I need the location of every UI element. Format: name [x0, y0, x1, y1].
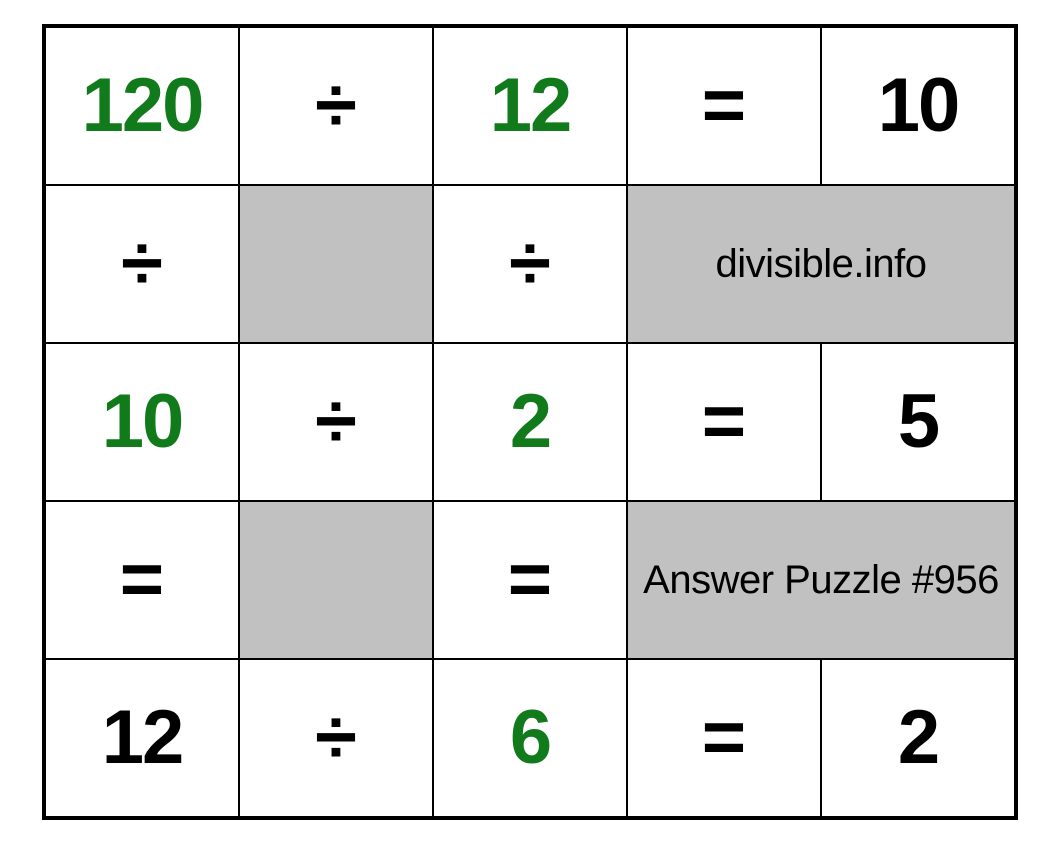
cell-r1c3: 12: [433, 27, 627, 185]
cell-r5c4-equals: =: [627, 659, 821, 817]
cell-r1c1: 120: [45, 27, 239, 185]
puzzle-grid: 120 ÷ 12 = 10 ÷ ÷ divisible.info 10 ÷ 2 …: [42, 24, 1018, 820]
cell-r2c3-divide: ÷: [433, 185, 627, 343]
cell-r5c3: 6: [433, 659, 627, 817]
cell-r5c2-divide: ÷: [239, 659, 433, 817]
cell-r2c1-divide: ÷: [45, 185, 239, 343]
cell-r4c3-equals: =: [433, 501, 627, 659]
cell-r1c4-equals: =: [627, 27, 821, 185]
cell-r2-site-label: divisible.info: [627, 185, 1015, 343]
cell-r1c5: 10: [821, 27, 1015, 185]
cell-r3c3: 2: [433, 343, 627, 501]
cell-r2c2-blank: [239, 185, 433, 343]
cell-r4c2-blank: [239, 501, 433, 659]
cell-r5c1: 12: [45, 659, 239, 817]
cell-r1c2-divide: ÷: [239, 27, 433, 185]
cell-r3c5: 5: [821, 343, 1015, 501]
cell-r5c5: 2: [821, 659, 1015, 817]
cell-r3c2-divide: ÷: [239, 343, 433, 501]
cell-r4-answer-label: Answer Puzzle #956: [627, 501, 1015, 659]
cell-r3c1: 10: [45, 343, 239, 501]
cell-r4c1-equals: =: [45, 501, 239, 659]
cell-r3c4-equals: =: [627, 343, 821, 501]
